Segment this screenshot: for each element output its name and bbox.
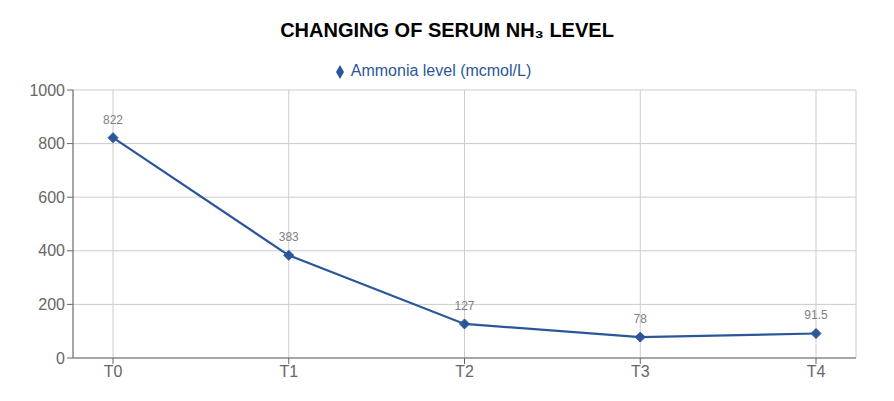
svg-text:822: 822 (103, 113, 123, 127)
svg-text:127: 127 (454, 299, 474, 313)
svg-text:1000: 1000 (29, 82, 65, 99)
svg-text:T0: T0 (104, 363, 123, 380)
svg-text:600: 600 (38, 189, 65, 206)
svg-text:200: 200 (38, 296, 65, 313)
svg-text:800: 800 (38, 135, 65, 152)
svg-text:400: 400 (38, 242, 65, 259)
html-text:CHANGING OF SERUM NH₃ LEVEL: CHANGING OF SERUM NH₃ LEVEL (280, 19, 614, 41)
svg-text:T1: T1 (279, 363, 298, 380)
html-text:Ammonia level (mcmol/L): Ammonia level (mcmol/L) (350, 62, 532, 79)
svg-text:383: 383 (279, 230, 299, 244)
svg-text:T4: T4 (807, 363, 826, 380)
svg-text:78: 78 (634, 312, 648, 326)
svg-text:91.5: 91.5 (804, 308, 828, 322)
svg-text:T2: T2 (455, 363, 474, 380)
svg-text:0: 0 (56, 350, 65, 367)
svg-text:T3: T3 (631, 363, 650, 380)
